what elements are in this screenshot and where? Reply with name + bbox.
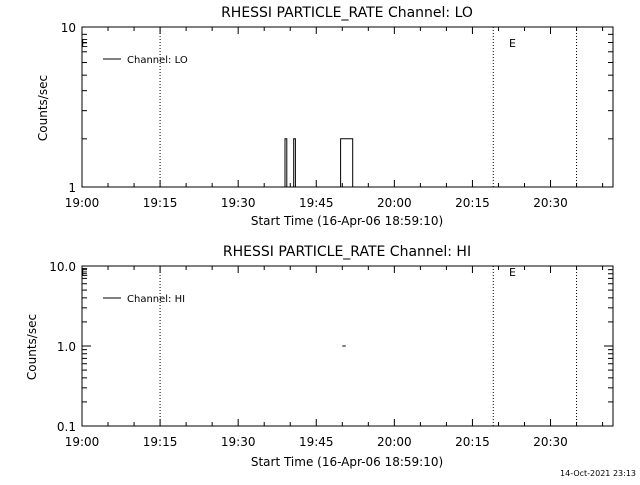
footer-timestamp: 14-Oct-2021 23:13 <box>560 469 636 478</box>
x-tick-label: 20:00 <box>377 435 412 449</box>
x-tick-label: 20:00 <box>377 196 412 210</box>
edge-mark-right: E <box>509 266 516 279</box>
edge-mark-left: E <box>81 266 88 279</box>
x-tick-label: 20:30 <box>533 196 568 210</box>
x-axis-label: Start Time (16-Apr-06 18:59:10) <box>251 214 443 228</box>
y-tick-label: 1.0 <box>57 340 76 354</box>
y-axis-label: Counts/sec <box>25 314 39 380</box>
panel-lo: RHESSI PARTICLE_RATE Channel: LO Start T… <box>36 5 614 228</box>
legend-label: Channel: HI <box>127 294 185 305</box>
x-tick-label: 19:45 <box>299 435 334 449</box>
chart-title: RHESSI PARTICLE_RATE Channel: HI <box>223 244 471 260</box>
x-axis-label: Start Time (16-Apr-06 18:59:10) <box>251 455 443 469</box>
panel-hi: RHESSI PARTICLE_RATE Channel: HI Start T… <box>25 244 614 469</box>
edge-mark-right: E <box>509 37 516 50</box>
x-tick-label: 19:00 <box>65 435 100 449</box>
plot-frame <box>81 265 614 427</box>
x-tick-label: 20:30 <box>533 435 568 449</box>
y-tick-label: 10.0 <box>49 260 76 274</box>
x-tick-label: 19:00 <box>65 196 100 210</box>
x-tick-label: 19:15 <box>143 435 178 449</box>
y-tick-label: 1 <box>68 181 76 195</box>
x-tick-label: 19:15 <box>143 196 178 210</box>
x-tick-label: 19:30 <box>221 435 256 449</box>
y-axis-label: Counts/sec <box>36 75 50 141</box>
legend-label: Channel: LO <box>127 55 188 66</box>
x-tick-label: 19:30 <box>221 196 256 210</box>
x-tick-label: 20:15 <box>455 196 490 210</box>
y-tick-label: 10 <box>61 21 76 35</box>
x-tick-label: 20:15 <box>455 435 490 449</box>
chart-title: RHESSI PARTICLE_RATE Channel: LO <box>221 5 473 21</box>
series-line <box>284 138 354 188</box>
y-tick-label: 0.1 <box>57 420 76 434</box>
edge-mark-left: E <box>81 37 88 50</box>
plot-frame <box>81 26 614 188</box>
x-tick-label: 19:45 <box>299 196 334 210</box>
